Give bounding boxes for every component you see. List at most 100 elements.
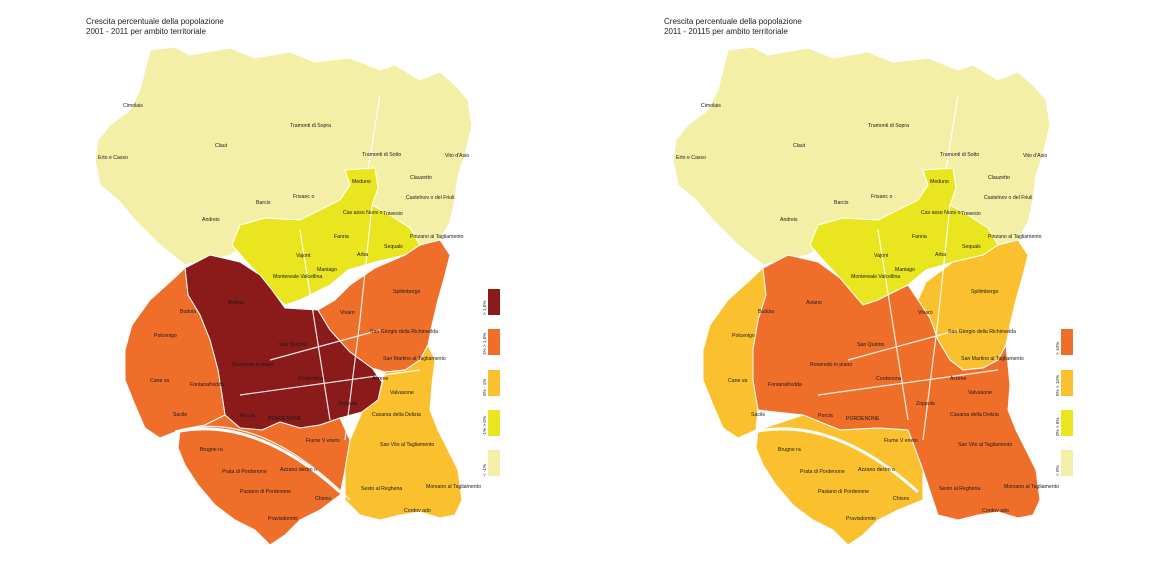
place-label: Prata di Pordenone xyxy=(222,469,267,475)
place-label: Fanna xyxy=(334,234,349,240)
place-label: Budoia xyxy=(758,309,774,315)
legend-label: > 10% xyxy=(1055,342,1060,355)
region-orange-west xyxy=(124,266,226,439)
map-title-line2: 2001 - 2011 per ambito territoriale xyxy=(86,27,206,36)
place-label: Aviano xyxy=(228,300,244,306)
map-title-line2: 2011 - 20115 per ambito territoriale xyxy=(664,27,788,36)
province-map: Cimolais Tramonti di Sopra Claut Erto e … xyxy=(672,46,1073,546)
place-label: Maniago xyxy=(317,267,337,273)
place-label: Barcis xyxy=(834,200,849,206)
legend-swatch xyxy=(1061,329,1073,355)
place-label: Fontanafredda xyxy=(768,382,802,388)
place-label: Sacile xyxy=(173,412,187,418)
place-label: Fontanafredda xyxy=(190,382,224,388)
place-label: Travesio xyxy=(961,211,981,217)
map-legend: > 10% 5% > 10% 0% > 5% < 0% xyxy=(1055,329,1073,476)
place-label: Meduno xyxy=(930,179,949,185)
place-label: San Quirino xyxy=(857,342,885,348)
map-legend: > 1,5% 1% > 1,5% 0% - 1% -1% > 0% < -1% xyxy=(482,289,500,476)
place-label: Barcis xyxy=(256,200,271,206)
place-label: Valvasone xyxy=(968,390,992,396)
place-label: Arba xyxy=(357,252,368,258)
place-label: Polcenigo xyxy=(154,333,177,339)
place-label: Budoia xyxy=(180,309,196,315)
place-label: Sequals xyxy=(384,244,403,250)
place-label: Pasiano di Pordenone xyxy=(240,489,291,495)
map-title-line1: Crescita percentuale della popolazione xyxy=(664,17,802,26)
place-label: San Vito al Tagliamento xyxy=(380,442,434,448)
legend-swatch xyxy=(488,289,500,315)
place-label: Montereale Valcellina xyxy=(273,274,322,280)
place-label: Frisanc o xyxy=(871,194,892,200)
place-label: Casarsa della Delizia xyxy=(950,412,999,418)
legend-swatch xyxy=(488,410,500,436)
place-label: PORDENONE xyxy=(846,416,880,422)
place-label: Morsano al Tagliamento xyxy=(426,484,481,490)
legend-label: 1% > 1,5% xyxy=(482,333,487,355)
road-network xyxy=(179,94,421,501)
region-gold-south xyxy=(755,414,924,546)
legend-label: > 1,5% xyxy=(482,301,487,315)
legend-label: < -1% xyxy=(482,464,487,476)
place-label: Aviano xyxy=(806,300,822,306)
place-label: Spilimbergo xyxy=(393,289,421,295)
place-label: Cordov ado xyxy=(982,508,1009,514)
legend-swatch xyxy=(488,450,500,476)
place-label: Cordenons xyxy=(298,376,324,382)
place-label: Pinzano al Tagliamento xyxy=(988,234,1042,240)
place-label: Valvasone xyxy=(390,390,414,396)
place-label: Azzano decim o xyxy=(280,467,317,473)
place-label: Roveredo in piano xyxy=(810,362,852,368)
legend-swatch xyxy=(488,329,500,355)
place-label: Travesio xyxy=(383,211,403,217)
place-label: Castelnov o del Friuli xyxy=(406,195,454,201)
legend-swatch xyxy=(488,370,500,396)
map-title: Crescita percentuale della popolazione 2… xyxy=(664,17,802,37)
place-label: Cimolais xyxy=(701,103,721,109)
place-label: San Martino al Tagliamento xyxy=(383,356,446,362)
place-label: Morsano al Tagliamento xyxy=(1004,484,1059,490)
place-label: Castelnov o del Friuli xyxy=(984,195,1032,201)
place-label: Maniago xyxy=(895,267,915,273)
region-orange-south xyxy=(177,414,351,546)
place-label: San Vito al Tagliamento xyxy=(958,442,1012,448)
place-label: Spilimbergo xyxy=(971,289,999,295)
place-label: Claut xyxy=(793,143,806,149)
map-panel-2001-2011: Crescita percentuale della popolazione 2… xyxy=(86,17,500,546)
place-label: Polcenigo xyxy=(732,333,755,339)
place-label: Tramonti di Sopra xyxy=(868,123,909,129)
motorway xyxy=(752,427,920,494)
place-label: Montereale Valcellina xyxy=(851,274,900,280)
place-labels: Cimolais Tramonti di Sopra Claut Erto e … xyxy=(676,103,1059,522)
place-label: Erto e Casso xyxy=(98,155,128,161)
place-label: Cane va xyxy=(728,378,747,384)
place-label: Arba xyxy=(935,252,946,258)
place-label: Frisanc o xyxy=(293,194,314,200)
map-title: Crescita percentuale della popolazione 2… xyxy=(86,17,224,37)
place-labels: Cimolais Tramonti di Sopra Claut Erto e … xyxy=(98,103,481,522)
place-label: Brugne ra xyxy=(200,447,223,453)
place-label: Claut xyxy=(215,143,228,149)
legend-label: 0% > 5% xyxy=(1055,417,1060,436)
place-label: Erto e Casso xyxy=(676,155,706,161)
legend-label: 0% - 1% xyxy=(482,379,487,396)
place-label: Sequals xyxy=(962,244,981,250)
place-label: Azzano decim o xyxy=(858,467,895,473)
region-yellow-foothills xyxy=(231,167,421,306)
place-label: Sesto al Reghena xyxy=(939,486,980,492)
place-label: San Giorgio della Richinvelda xyxy=(948,329,1016,335)
place-label: Roveredo in piano xyxy=(232,362,274,368)
place-label: Porcia xyxy=(818,413,833,419)
place-label: Casarsa della Delizia xyxy=(372,412,421,418)
place-label: Sesto al Reghena xyxy=(361,486,402,492)
place-label: Arzene xyxy=(372,376,389,382)
place-label: Fiume V eneto xyxy=(884,438,918,444)
place-label: Pravisdomini xyxy=(846,516,876,522)
place-label: Vajont xyxy=(296,253,311,259)
place-label: Cordov ado xyxy=(404,508,431,514)
place-label: Pinzano al Tagliamento xyxy=(410,234,464,240)
place-label: Andreis xyxy=(202,217,220,223)
place-label: Cav asso Nuov o xyxy=(343,210,383,216)
place-label: Zoppola xyxy=(916,401,935,407)
place-label: Arzene xyxy=(950,376,967,382)
